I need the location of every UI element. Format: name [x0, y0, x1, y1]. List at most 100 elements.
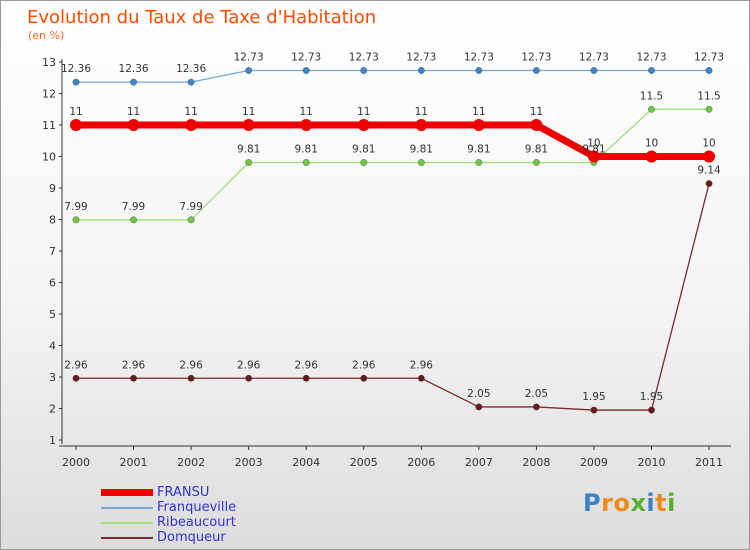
data-label: 11 — [472, 106, 485, 118]
legend-label: Domqueur — [157, 530, 226, 545]
y-tick-label: 1 — [49, 434, 56, 447]
data-point — [130, 78, 137, 86]
data-label: 12.73 — [291, 52, 321, 64]
chart-title: Evolution du Taux de Taxe d'Habitation — [27, 7, 377, 28]
series-line — [72, 121, 713, 160]
data-point — [302, 67, 310, 74]
data-point — [417, 374, 425, 382]
data-label: 2.05 — [525, 388, 548, 400]
data-point — [530, 119, 543, 131]
data-point — [475, 403, 483, 411]
data-label: 10 — [702, 138, 715, 150]
data-label: 10 — [645, 138, 658, 150]
x-tick-label: 2001 — [120, 456, 148, 469]
data-label: 2.96 — [352, 359, 376, 371]
legend-item-franqueville: Franqueville — [101, 500, 321, 515]
data-label: 2.96 — [295, 359, 319, 371]
data-point — [187, 374, 195, 382]
legend: FRANSU Franqueville Ribeaucourt Domqueur — [101, 485, 321, 545]
data-point — [417, 159, 425, 166]
data-point — [72, 216, 80, 224]
data-point — [360, 159, 368, 166]
x-tick-label: 2009 — [580, 456, 608, 469]
data-point — [187, 78, 195, 86]
data-point — [645, 150, 658, 163]
data-point — [417, 67, 425, 74]
x-tick-label: 2008 — [522, 456, 550, 469]
data-label: 1.95 — [640, 391, 663, 403]
series-layer — [70, 67, 716, 414]
data-point — [472, 119, 485, 131]
data-point — [357, 119, 370, 131]
data-point — [302, 374, 310, 382]
y-tick-label: 5 — [49, 308, 56, 321]
legend-item-domqueur: Domqueur — [101, 530, 321, 545]
data-point — [590, 406, 598, 414]
data-point — [72, 374, 80, 382]
logo-letter: P — [583, 489, 602, 517]
data-label: 2.96 — [122, 359, 146, 371]
data-point — [187, 216, 195, 224]
data-point — [360, 67, 368, 74]
logo-letter: r — [601, 489, 614, 517]
proxiti-logo: Proxiti — [583, 489, 676, 517]
x-tick-label: 2010 — [638, 456, 666, 469]
x-tick-label: 2000 — [62, 456, 90, 469]
data-point — [533, 403, 540, 411]
logo-letter: i — [646, 489, 656, 517]
data-label: 9.81 — [410, 143, 433, 155]
x-tick-label: 2011 — [695, 456, 723, 469]
data-point — [127, 119, 140, 131]
x-tick-label: 2003 — [235, 456, 263, 469]
series-line — [75, 182, 710, 411]
data-point — [245, 374, 253, 382]
data-label: 9.81 — [467, 143, 490, 155]
data-label: 12.73 — [406, 52, 436, 64]
y-tick-label: 8 — [49, 214, 56, 227]
data-label: 11 — [242, 106, 255, 118]
y-tick-label: 9 — [49, 182, 56, 195]
legend-swatch — [101, 537, 153, 539]
data-label: 7.99 — [64, 201, 87, 213]
data-point — [130, 374, 137, 382]
data-point — [475, 159, 483, 166]
legend-item-fransu: FRANSU — [101, 485, 321, 500]
data-label: 7.99 — [122, 201, 145, 213]
data-point — [703, 150, 716, 163]
x-tick-label: 2002 — [177, 456, 205, 469]
data-point — [242, 119, 255, 131]
data-label: 1.95 — [582, 391, 605, 403]
y-tick-label: 13 — [42, 56, 56, 69]
data-label: 11 — [184, 106, 197, 118]
series-domqueur — [72, 180, 713, 414]
data-label: 9.81 — [295, 143, 318, 155]
data-label: 12.36 — [176, 63, 206, 75]
data-label: 11.5 — [640, 90, 663, 102]
data-label: 12.73 — [234, 52, 264, 64]
data-label: 12.36 — [61, 63, 91, 75]
data-label: 2.05 — [467, 388, 490, 400]
value-labels: 11 11 11 11 11 11 11 11 11 10 10 10 12.36 12.36 12.36 1… — [61, 52, 724, 404]
data-point — [648, 406, 655, 414]
data-point — [300, 119, 313, 131]
unit-label: (en %) — [28, 29, 65, 42]
data-label: 2.96 — [64, 359, 88, 371]
y-tick-label: 7 — [49, 245, 56, 258]
data-point — [475, 67, 483, 74]
data-label: 12.73 — [521, 52, 551, 64]
y-tick-label: 4 — [49, 340, 56, 353]
data-point — [533, 67, 540, 74]
y-tick-label: 6 — [49, 277, 56, 290]
data-label: 9.81 — [237, 143, 260, 155]
data-label: 12.73 — [579, 52, 609, 64]
data-point — [245, 67, 253, 74]
data-label: 9.81 — [582, 143, 605, 155]
data-label: 11 — [415, 106, 428, 118]
data-point — [415, 119, 428, 131]
data-point — [360, 374, 368, 382]
data-label: 11.5 — [697, 90, 720, 102]
y-tick-label: 2 — [49, 403, 56, 416]
